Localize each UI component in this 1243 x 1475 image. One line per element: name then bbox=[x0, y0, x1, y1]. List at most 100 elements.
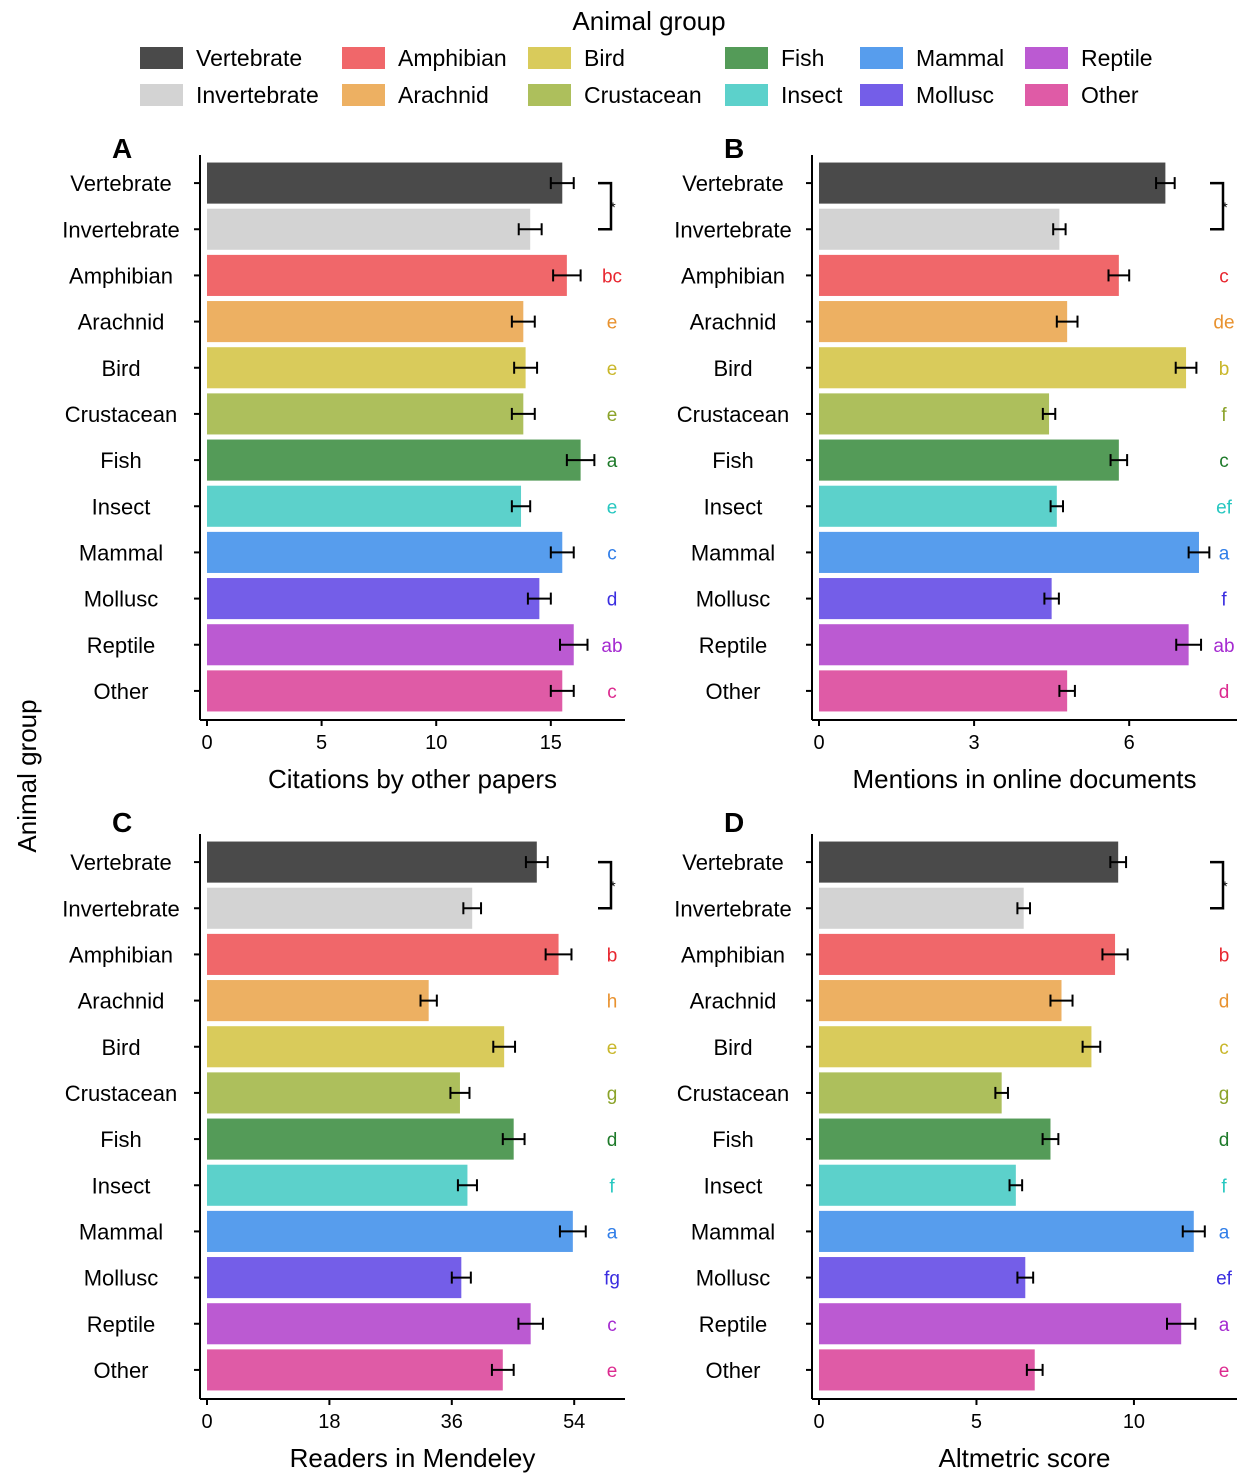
bar bbox=[207, 578, 540, 620]
bar bbox=[207, 347, 526, 389]
significance-letter: e bbox=[607, 359, 618, 380]
bar bbox=[207, 933, 559, 975]
significance-letter: c bbox=[1219, 1038, 1229, 1059]
bar bbox=[819, 578, 1052, 620]
y-tick-label: Invertebrate bbox=[62, 896, 179, 921]
significance-letter: fg bbox=[604, 1269, 620, 1290]
significance-letter: a bbox=[1219, 1222, 1230, 1243]
bar bbox=[207, 887, 473, 929]
legend-swatch bbox=[140, 84, 183, 106]
significance-letter: c bbox=[1219, 451, 1229, 472]
significance-letter: a bbox=[1219, 543, 1230, 564]
bar bbox=[819, 841, 1119, 883]
legend-label: Fish bbox=[781, 45, 824, 71]
panel-tag: B bbox=[724, 133, 744, 164]
x-tick-label: 5 bbox=[316, 732, 327, 754]
y-tick-label: Insect bbox=[704, 1173, 763, 1198]
bar bbox=[207, 439, 581, 481]
legend-swatch bbox=[342, 47, 385, 69]
y-tick-label: Reptile bbox=[87, 1312, 155, 1337]
legend-label: Mollusc bbox=[916, 82, 994, 108]
bar bbox=[819, 162, 1166, 204]
y-tick-label: Amphibian bbox=[69, 263, 173, 288]
legend-label: Invertebrate bbox=[196, 82, 319, 108]
bar bbox=[819, 254, 1119, 296]
bar bbox=[819, 347, 1187, 389]
significance-letter: c bbox=[607, 543, 617, 564]
legend-swatch bbox=[725, 84, 768, 106]
x-tick-label: 15 bbox=[540, 732, 562, 754]
bar bbox=[819, 624, 1189, 666]
bar bbox=[819, 887, 1024, 929]
significance-bracket bbox=[598, 181, 613, 231]
legend-label: Mammal bbox=[916, 45, 1004, 71]
legend-swatch bbox=[342, 84, 385, 106]
significance-letter: ef bbox=[1216, 497, 1233, 518]
significance-letter: g bbox=[1219, 1084, 1230, 1105]
bar bbox=[819, 393, 1050, 435]
y-tick-label: Arachnid bbox=[78, 310, 165, 335]
bar bbox=[819, 1303, 1182, 1345]
bar bbox=[819, 670, 1068, 712]
legend-label: Vertebrate bbox=[196, 45, 302, 71]
y-tick-label: Invertebrate bbox=[674, 896, 791, 921]
y-tick-label: Mammal bbox=[79, 540, 163, 565]
significance-bracket bbox=[1210, 860, 1225, 910]
bar bbox=[207, 208, 531, 250]
y-tick-label: Insect bbox=[704, 494, 763, 519]
legend-swatch bbox=[140, 47, 183, 69]
legend-swatch bbox=[860, 47, 903, 69]
significance-letter: e bbox=[607, 313, 618, 334]
y-tick-label: Other bbox=[93, 679, 148, 704]
significance-letter: d bbox=[1219, 992, 1230, 1013]
significance-letter: de bbox=[1213, 313, 1234, 334]
y-tick-label: Invertebrate bbox=[674, 217, 791, 242]
bar bbox=[819, 1072, 1002, 1114]
y-tick-label: Mammal bbox=[691, 540, 775, 565]
significance-letter: e bbox=[607, 405, 618, 426]
significance-letter: f bbox=[1221, 1176, 1227, 1197]
y-tick-label: Crustacean bbox=[65, 402, 178, 427]
significance-bracket bbox=[1210, 181, 1225, 231]
y-tick-label: Mollusc bbox=[696, 1266, 771, 1291]
y-tick-label: Arachnid bbox=[78, 989, 165, 1014]
bar bbox=[207, 1026, 505, 1068]
significance-star: * bbox=[1222, 878, 1228, 894]
bar bbox=[207, 162, 563, 204]
bar bbox=[207, 1257, 462, 1299]
bar bbox=[207, 393, 524, 435]
bar bbox=[207, 1072, 460, 1114]
x-tick-label: 6 bbox=[1124, 732, 1135, 754]
legend-swatch bbox=[725, 47, 768, 69]
y-tick-label: Insect bbox=[92, 494, 151, 519]
bar bbox=[819, 208, 1060, 250]
legend-label: Reptile bbox=[1081, 45, 1153, 71]
bar bbox=[207, 301, 524, 343]
significance-letter: f bbox=[1221, 590, 1227, 611]
y-tick-label: Crustacean bbox=[677, 1081, 790, 1106]
significance-letter: f bbox=[1221, 405, 1227, 426]
significance-letter: e bbox=[607, 1038, 618, 1059]
panel-d: D Vertebrate Invertebrate Amphibian b Arachni… bbox=[674, 807, 1237, 1473]
bar bbox=[207, 1164, 468, 1206]
panel-a: A Vertebrate Invertebrate Amphibian bc Arachn… bbox=[62, 133, 625, 794]
y-tick-label: Bird bbox=[713, 1035, 752, 1060]
legend-label: Crustacean bbox=[584, 82, 702, 108]
significance-letter: a bbox=[607, 1222, 618, 1243]
legend-label: Insect bbox=[781, 82, 843, 108]
significance-letter: d bbox=[1219, 1130, 1230, 1151]
y-tick-label: Invertebrate bbox=[62, 217, 179, 242]
bar bbox=[819, 1026, 1092, 1068]
y-tick-label: Arachnid bbox=[690, 310, 777, 335]
bar bbox=[819, 1349, 1035, 1391]
y-tick-label: Other bbox=[705, 679, 760, 704]
x-tick-label: 0 bbox=[813, 732, 824, 754]
legend-label: Arachnid bbox=[398, 82, 489, 108]
legend-swatch bbox=[528, 47, 571, 69]
y-tick-label: Other bbox=[705, 1358, 760, 1383]
y-tick-label: Fish bbox=[712, 448, 754, 473]
x-axis-title: Altmetric score bbox=[939, 1443, 1111, 1473]
significance-letter: d bbox=[1219, 682, 1230, 703]
significance-letter: d bbox=[607, 1130, 618, 1151]
